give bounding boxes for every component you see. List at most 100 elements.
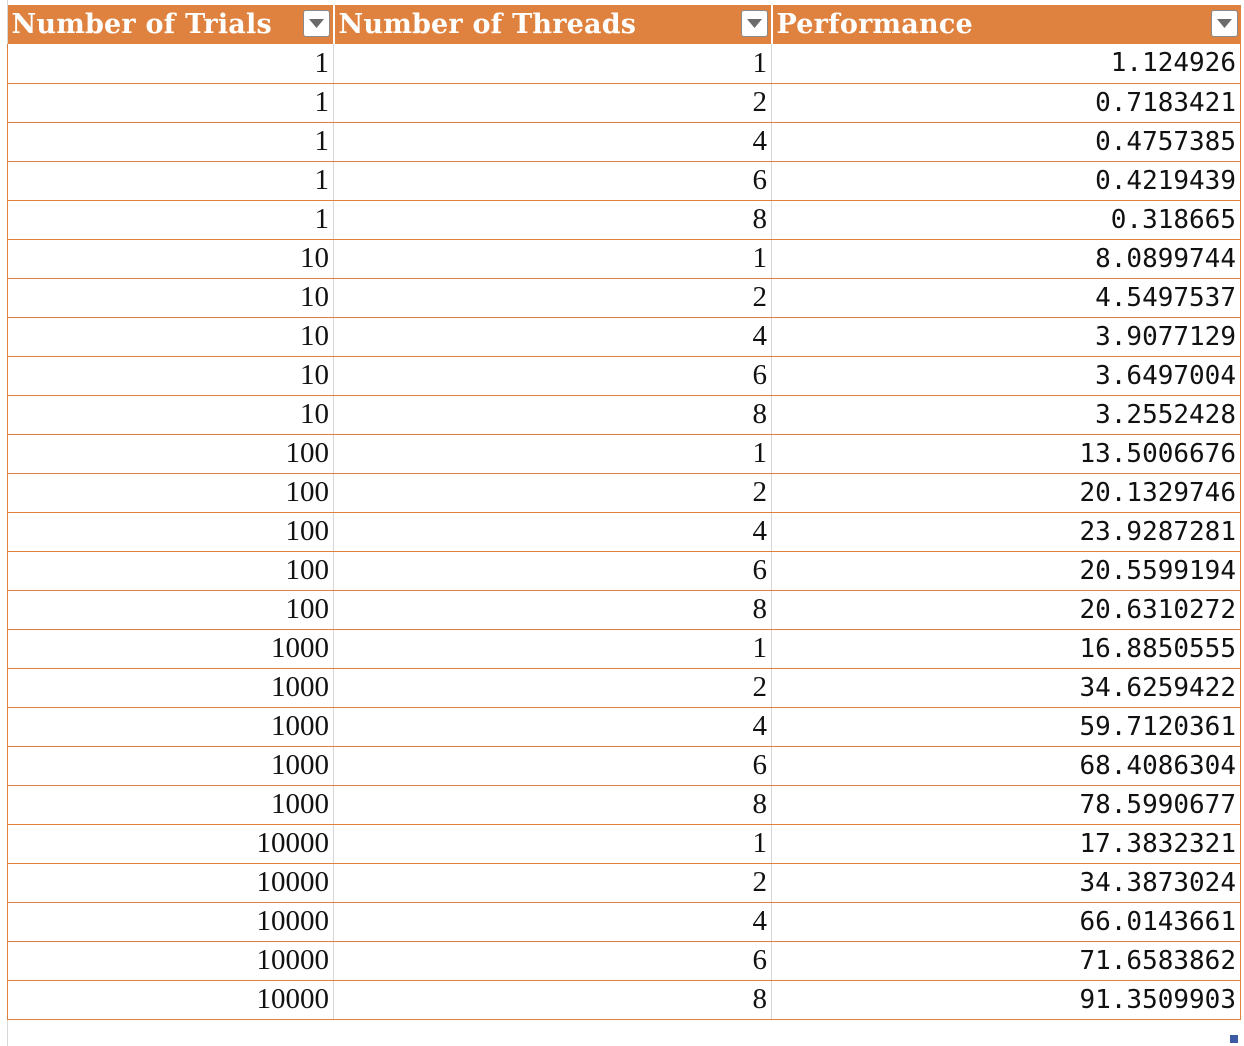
cell-threads[interactable]: 8 <box>333 980 772 1020</box>
cell-performance[interactable]: 3.6497004 <box>771 356 1241 396</box>
cell-performance[interactable]: 17.3832321 <box>771 824 1241 864</box>
table-row: 10000 4 66.0143661 <box>7 902 1241 942</box>
cell-threads[interactable]: 4 <box>333 317 772 357</box>
cell-performance[interactable]: 68.4086304 <box>771 746 1241 786</box>
cell-trials[interactable]: 1 <box>7 83 334 123</box>
table-row: 100 1 13.5006676 <box>7 434 1241 474</box>
table-row: 1000 4 59.7120361 <box>7 707 1241 747</box>
cell-threads[interactable]: 6 <box>333 551 772 591</box>
table-row: 10000 6 71.6583862 <box>7 941 1241 981</box>
cell-threads[interactable]: 6 <box>333 356 772 396</box>
cell-trials[interactable]: 10000 <box>7 980 334 1020</box>
table-row: 10000 1 17.3832321 <box>7 824 1241 864</box>
header-cell-trials[interactable]: Number of Trials <box>7 5 335 44</box>
cell-threads[interactable]: 8 <box>333 785 772 825</box>
cell-threads[interactable]: 4 <box>333 902 772 942</box>
cell-trials[interactable]: 10 <box>7 239 334 279</box>
header-label-trials: Number of Trials <box>11 9 272 40</box>
cell-performance[interactable]: 8.0899744 <box>771 239 1241 279</box>
cell-performance[interactable]: 66.0143661 <box>771 902 1241 942</box>
cell-threads[interactable]: 2 <box>333 83 772 123</box>
table-resize-handle[interactable] <box>1230 1035 1238 1043</box>
header-cell-threads[interactable]: Number of Threads <box>333 5 773 44</box>
cell-performance[interactable]: 23.9287281 <box>771 512 1241 552</box>
filter-dropdown-button-performance[interactable] <box>1210 10 1238 37</box>
cell-performance[interactable]: 20.1329746 <box>771 473 1241 513</box>
cell-threads[interactable]: 6 <box>333 746 772 786</box>
cell-trials[interactable]: 1000 <box>7 668 334 708</box>
cell-threads[interactable]: 1 <box>333 629 772 669</box>
cell-threads[interactable]: 6 <box>333 161 772 201</box>
cell-threads[interactable]: 1 <box>333 239 772 279</box>
cell-performance[interactable]: 4.5497537 <box>771 278 1241 318</box>
cell-trials[interactable]: 100 <box>7 551 334 591</box>
table-row: 10 6 3.6497004 <box>7 356 1241 396</box>
cell-trials[interactable]: 1 <box>7 44 334 84</box>
cell-trials[interactable]: 10000 <box>7 941 334 981</box>
cell-performance[interactable]: 34.6259422 <box>771 668 1241 708</box>
cell-threads[interactable]: 6 <box>333 941 772 981</box>
cell-trials[interactable]: 1 <box>7 200 334 240</box>
cell-threads[interactable]: 4 <box>333 707 772 747</box>
cell-trials[interactable]: 1 <box>7 161 334 201</box>
filter-dropdown-button-trials[interactable] <box>302 10 330 37</box>
cell-threads[interactable]: 2 <box>333 668 772 708</box>
cell-performance[interactable]: 0.318665 <box>771 200 1241 240</box>
cell-performance[interactable]: 1.124926 <box>771 44 1241 84</box>
cell-performance[interactable]: 0.4219439 <box>771 161 1241 201</box>
cell-trials[interactable]: 100 <box>7 590 334 630</box>
cell-threads[interactable]: 8 <box>333 590 772 630</box>
cell-threads[interactable]: 4 <box>333 512 772 552</box>
cell-performance[interactable]: 16.8850555 <box>771 629 1241 669</box>
cell-trials[interactable]: 10 <box>7 395 334 435</box>
table-row: 1 6 0.4219439 <box>7 161 1241 201</box>
table-row: 1 2 0.7183421 <box>7 83 1241 123</box>
cell-trials[interactable]: 10 <box>7 356 334 396</box>
cell-trials[interactable]: 1000 <box>7 707 334 747</box>
cell-threads[interactable]: 2 <box>333 473 772 513</box>
cell-trials[interactable]: 10 <box>7 278 334 318</box>
table-row: 1 4 0.4757385 <box>7 122 1241 162</box>
cell-trials[interactable]: 100 <box>7 434 334 474</box>
cell-trials[interactable]: 100 <box>7 473 334 513</box>
table-row: 10 8 3.2552428 <box>7 395 1241 435</box>
cell-performance[interactable]: 3.9077129 <box>771 317 1241 357</box>
cell-threads[interactable]: 2 <box>333 278 772 318</box>
cell-performance[interactable]: 0.7183421 <box>771 83 1241 123</box>
chevron-down-icon <box>746 19 762 28</box>
table-row: 1 1 1.124926 <box>7 44 1241 84</box>
cell-threads[interactable]: 1 <box>333 434 772 474</box>
cell-performance[interactable]: 13.5006676 <box>771 434 1241 474</box>
cell-performance[interactable]: 78.5990677 <box>771 785 1241 825</box>
cell-trials[interactable]: 1 <box>7 122 334 162</box>
cell-performance[interactable]: 20.6310272 <box>771 590 1241 630</box>
cell-trials[interactable]: 10000 <box>7 863 334 903</box>
cell-threads[interactable]: 1 <box>333 824 772 864</box>
cell-trials[interactable]: 100 <box>7 512 334 552</box>
cell-performance[interactable]: 3.2552428 <box>771 395 1241 435</box>
cell-trials[interactable]: 1000 <box>7 629 334 669</box>
table-row: 10000 8 91.3509903 <box>7 980 1241 1020</box>
cell-threads[interactable]: 8 <box>333 395 772 435</box>
cell-threads[interactable]: 1 <box>333 44 772 84</box>
cell-trials[interactable]: 10000 <box>7 902 334 942</box>
header-cell-performance[interactable]: Performance <box>771 5 1241 44</box>
chevron-down-icon <box>308 19 324 28</box>
cell-threads[interactable]: 8 <box>333 200 772 240</box>
cell-trials[interactable]: 1000 <box>7 746 334 786</box>
cell-performance[interactable]: 59.7120361 <box>771 707 1241 747</box>
cell-threads[interactable]: 4 <box>333 122 772 162</box>
cell-performance[interactable]: 71.6583862 <box>771 941 1241 981</box>
table-body: 1 1 1.124926 1 2 0.7183421 1 4 0.4757385 1 6 0.4219… <box>7 44 1241 1020</box>
filter-dropdown-button-threads[interactable] <box>740 10 768 37</box>
cell-trials[interactable]: 1000 <box>7 785 334 825</box>
cell-performance[interactable]: 91.3509903 <box>771 980 1241 1020</box>
cell-trials[interactable]: 10 <box>7 317 334 357</box>
cell-trials[interactable]: 10000 <box>7 824 334 864</box>
header-label-threads: Number of Threads <box>338 9 637 40</box>
cell-performance[interactable]: 20.5599194 <box>771 551 1241 591</box>
cell-performance[interactable]: 0.4757385 <box>771 122 1241 162</box>
cell-threads[interactable]: 2 <box>333 863 772 903</box>
table-row: 100 4 23.9287281 <box>7 512 1241 552</box>
cell-performance[interactable]: 34.3873024 <box>771 863 1241 903</box>
